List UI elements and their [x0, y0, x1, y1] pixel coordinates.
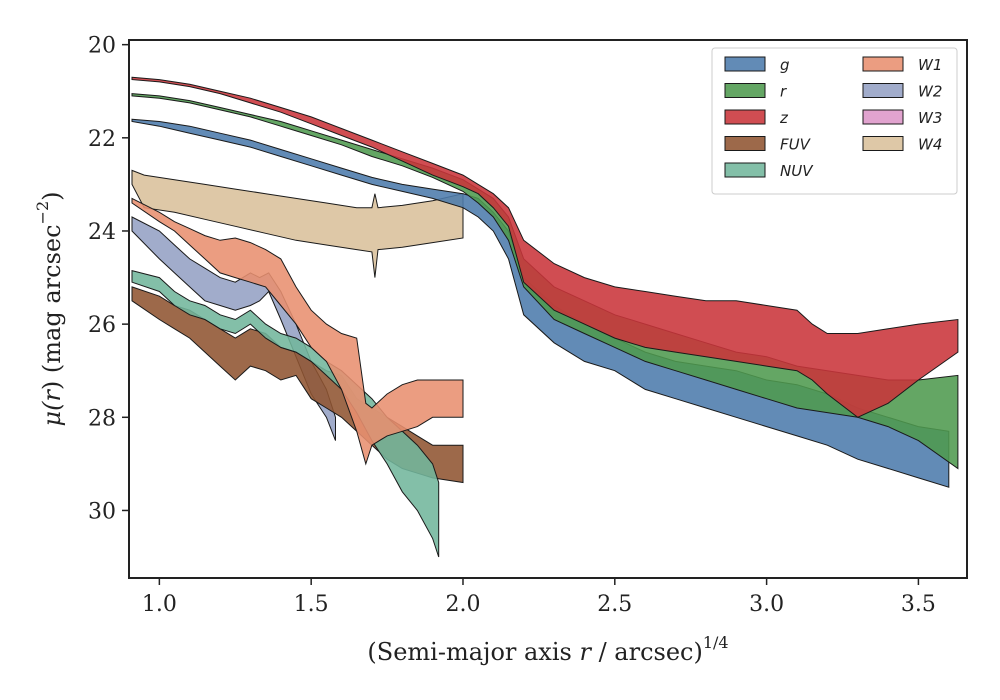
legend-swatch-w2 — [862, 83, 904, 98]
legend-label-w1: W1 — [918, 56, 942, 74]
x-tick-label: 2.0 — [445, 592, 480, 617]
x-tick-label: 2.5 — [597, 592, 632, 617]
x-tick-label: 3.5 — [901, 592, 936, 617]
legend-label-z: z — [779, 109, 789, 127]
legend-swatch-w1 — [862, 56, 904, 72]
y-tick-label: 30 — [88, 499, 116, 524]
legend-label-r: r — [780, 83, 787, 101]
band-z — [131, 76, 959, 418]
legend-swatch-w4 — [862, 136, 904, 151]
x-tick-label: 3.0 — [749, 592, 784, 617]
x-axis-ticks: 1.0 1.5 2.0 2.5 3.0 3.5 — [142, 578, 936, 617]
legend-label-w4: W4 — [918, 136, 942, 154]
legend-label-fuv: FUV — [780, 136, 812, 154]
legend-label-g: g — [780, 56, 790, 74]
surface-brightness-bands — [131, 76, 959, 558]
legend-swatch-r — [724, 83, 766, 98]
y-tick-label: 22 — [88, 127, 116, 152]
y-tick-label: 20 — [88, 34, 116, 59]
legend: grz FUV NUV W1 W2 W3 W4 — [711, 47, 958, 195]
y-tick-label: 24 — [88, 220, 116, 245]
legend-swatch-nuv — [724, 162, 766, 178]
plot-area-frame — [128, 39, 968, 579]
legend-swatch-g — [724, 56, 766, 72]
y-axis-label: μ(r) (mag arcsec−2) — [33, 191, 66, 426]
y-axis-ticks: 20 22 24 26 28 30 — [88, 34, 129, 524]
legend-label-nuv: NUV — [780, 162, 814, 180]
band-w4 — [131, 169, 464, 278]
legend-swatch-z — [724, 109, 766, 125]
x-axis-label: (Semi-major axis r / arcsec)1/4 — [367, 633, 728, 666]
band-w1 — [131, 197, 464, 466]
band-w2 — [131, 216, 336, 441]
legend-swatch-fuv — [724, 136, 766, 151]
legend-label-w3: W3 — [918, 109, 942, 127]
x-tick-label: 1.5 — [294, 592, 329, 617]
x-tick-label: 1.0 — [142, 592, 177, 617]
y-tick-label: 28 — [88, 406, 116, 431]
legend-label-w2: W2 — [918, 83, 942, 101]
y-tick-label: 26 — [88, 313, 116, 338]
legend-swatch-w3 — [862, 109, 904, 125]
